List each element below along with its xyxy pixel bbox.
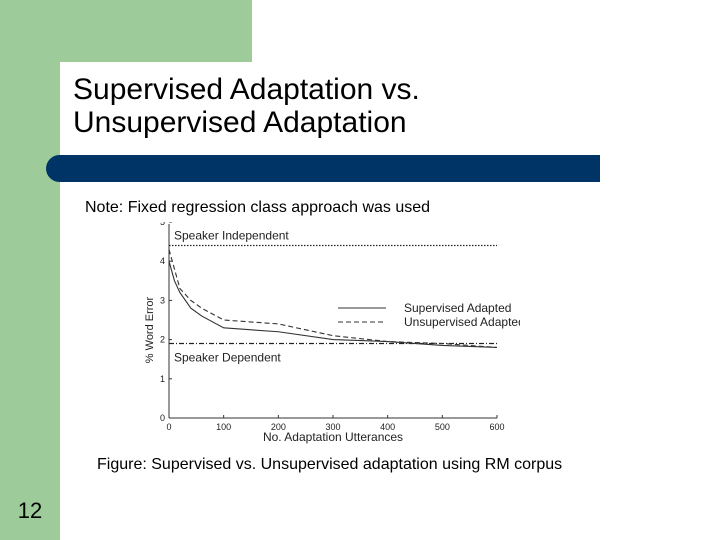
page-number: 12 [17, 498, 43, 523]
legend-label: Unsupervised Adapted [404, 315, 520, 329]
y-tick-label: 3 [160, 295, 165, 305]
title-underline-bar [46, 155, 600, 182]
x-tick-label: 600 [489, 422, 504, 432]
reference-line-label: Speaker Dependent [174, 351, 281, 365]
y-tick-label: 2 [160, 335, 165, 345]
x-tick-label: 100 [216, 422, 231, 432]
green-sidebar [0, 0, 60, 540]
series-line [168, 261, 498, 348]
reference-lines: Speaker Independent Speaker Dependent [169, 229, 497, 365]
x-axis-label: No. Adaptation Utterances [263, 430, 403, 444]
slide-title-line-1: Supervised Adaptation vs. [73, 73, 420, 106]
slide-title: Supervised Adaptation vs. Unsupervised A… [73, 73, 420, 139]
y-tick-label: 1 [160, 374, 165, 384]
slide-title-line-2: Unsupervised Adaptation [73, 106, 407, 139]
figure-caption: Figure: Supervised vs. Unsupervised adap… [97, 456, 563, 473]
x-tick-label: 300 [325, 422, 340, 432]
y-tick-label: 4 [160, 256, 165, 266]
y-tick-label: 0 [160, 413, 165, 423]
legend-label: Supervised Adapted [404, 301, 511, 315]
x-tick-label: 200 [271, 422, 286, 432]
y-tick-label: 5 [160, 222, 165, 227]
x-tick-label: 0 [166, 422, 171, 432]
reference-line-label: Speaker Independent [174, 229, 289, 243]
word-error-chart: 0 100 200 300 400 500 600 0 1 2 3 4 5 Speaker Indepe… [144, 222, 520, 444]
x-tick-label: 400 [380, 422, 395, 432]
note-text: Note: Fixed regression class approach wa… [85, 199, 431, 216]
series-line [168, 249, 498, 348]
series-lines [168, 249, 498, 348]
y-axis-label: % Word Error [144, 296, 156, 363]
x-tick-label: 500 [435, 422, 450, 432]
